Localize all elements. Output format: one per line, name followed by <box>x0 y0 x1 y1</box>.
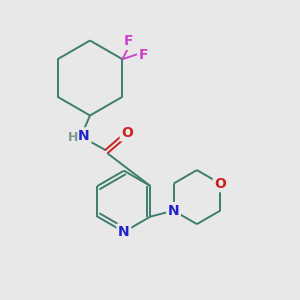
Text: N: N <box>118 225 130 239</box>
Text: H: H <box>68 131 78 144</box>
Text: N: N <box>78 129 90 143</box>
Text: F: F <box>124 34 133 48</box>
Text: N: N <box>168 204 179 218</box>
Text: F: F <box>139 48 148 62</box>
Text: O: O <box>214 177 226 190</box>
Text: O: O <box>121 126 133 140</box>
